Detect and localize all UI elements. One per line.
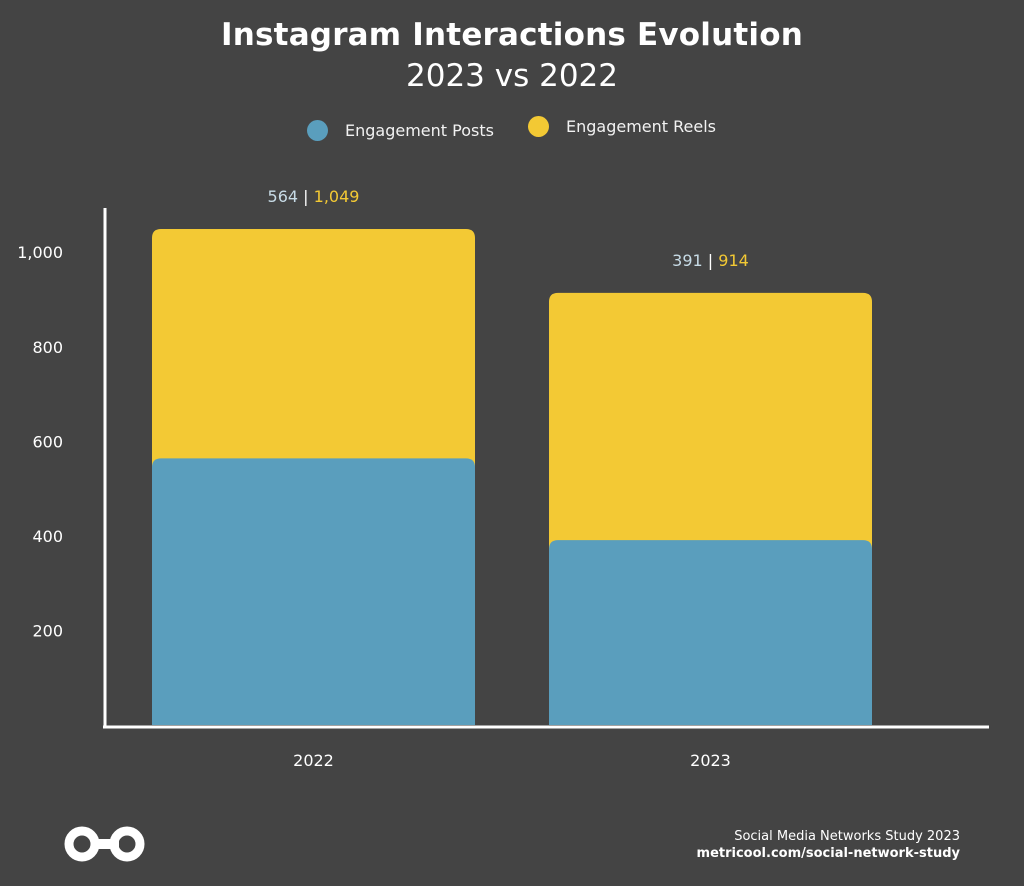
footer-url: metricool.com/social-network-study — [696, 846, 960, 861]
y-tick-label: 600 — [32, 432, 63, 451]
data-label-posts-value: 564 — [268, 187, 299, 206]
data-label-posts-value: 391 — [672, 251, 703, 270]
data-label-reels-value: 1,049 — [314, 187, 360, 206]
y-tick-label: 200 — [32, 621, 63, 640]
footer: Social Media Networks Study 2023 metrico… — [697, 828, 960, 862]
bar-posts-2023 — [549, 540, 872, 725]
bar-posts-2022 — [152, 458, 475, 725]
infinity-logo-icon — [64, 826, 145, 862]
chart-title: Instagram Interactions Evolution — [221, 17, 803, 53]
legend-item-posts: Engagement Posts — [307, 120, 494, 141]
legend-reels-label: Engagement Reels — [566, 117, 717, 136]
footer-study-name: Social Media Networks Study 2023 — [734, 829, 960, 844]
legend-reels-dot-icon — [528, 116, 549, 137]
legend-item-reels: Engagement Reels — [528, 116, 716, 137]
chart-subtitle: 2023 vs 2022 — [406, 58, 618, 94]
legend-posts-label: Engagement Posts — [345, 121, 494, 140]
data-label-separator: | — [703, 251, 719, 270]
data-label-reels-value: 914 — [718, 251, 749, 270]
y-tick-label: 1,000 — [17, 243, 63, 262]
y-tick-label: 800 — [32, 338, 63, 357]
y-tick-label: 400 — [32, 527, 63, 546]
legend-posts-dot-icon — [307, 120, 328, 141]
data-label-separator: | — [298, 187, 314, 206]
data-label-2023: 391 | 914 — [672, 251, 749, 270]
data-label-2022: 564 | 1,049 — [268, 187, 360, 206]
x-tick-label: 2022 — [293, 751, 334, 770]
x-tick-label: 2023 — [690, 751, 731, 770]
